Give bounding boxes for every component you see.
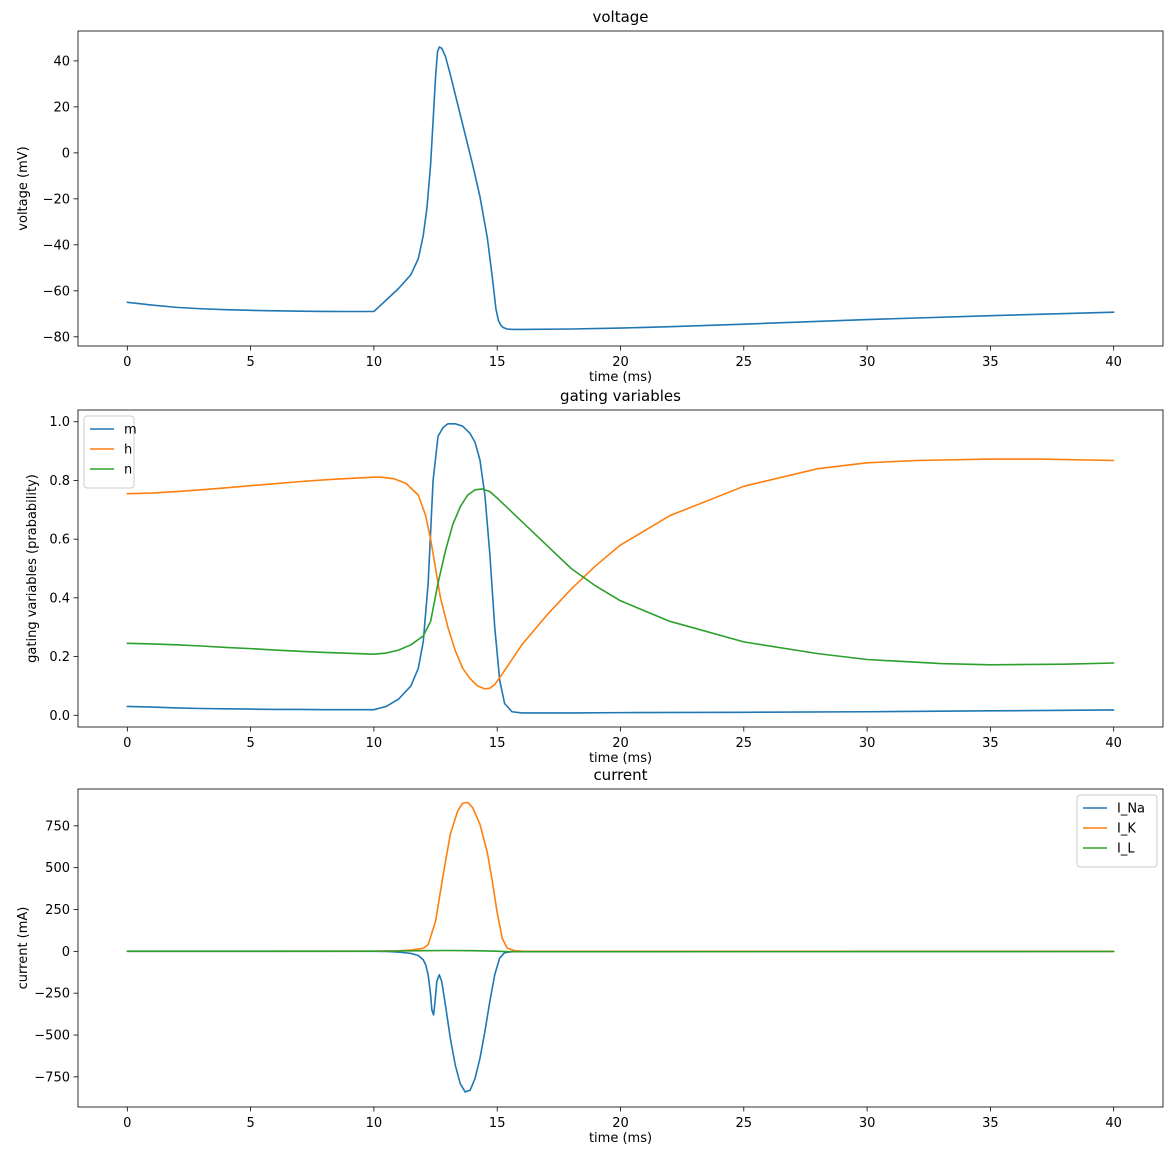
- series-line-series-0: [126, 46, 1115, 331]
- x-axis-label: time (ms): [589, 1131, 652, 1146]
- series-line-n: [126, 488, 1115, 666]
- legend: mhn: [83, 415, 137, 489]
- legend-label-n: n: [124, 463, 132, 478]
- legend-label-i-na: I_Na: [1117, 802, 1145, 817]
- legend: I_Na I_K I_L: [1076, 794, 1158, 868]
- y-tick-label: −750: [34, 1070, 70, 1085]
- x-tick-label: 0: [123, 355, 131, 370]
- x-tick-label: 40: [1105, 736, 1122, 751]
- x-tick-label: 35: [982, 736, 999, 751]
- subplot-title: current: [593, 766, 647, 784]
- y-tick-label: −20: [43, 192, 70, 207]
- y-tick-label: 0.0: [49, 709, 70, 724]
- y-axis-label: voltage (mV): [16, 146, 31, 230]
- legend-label-i-k: I_K: [1117, 822, 1136, 837]
- y-tick-label: 0.4: [49, 591, 70, 606]
- x-tick-label: 15: [489, 355, 506, 370]
- axes-frame: [77, 409, 1164, 728]
- x-axis-label: time (ms): [589, 370, 652, 385]
- y-tick-label: 1.0: [49, 415, 70, 430]
- x-tick-label: 25: [736, 736, 753, 751]
- legend-label-i-l: I_L: [1117, 842, 1135, 857]
- y-tick-label: 0.2: [49, 650, 70, 665]
- series-group: [126, 801, 1115, 1093]
- subplot-gating-variables: gating variables 0 5 10 15 20 25 30 35 40 0.0 0.2 0.…: [25, 387, 1164, 766]
- legend-box: [83, 415, 135, 489]
- x-tick-label: 30: [859, 736, 876, 751]
- x-tick-label: 10: [366, 355, 383, 370]
- x-tick-label: 30: [859, 1116, 876, 1131]
- y-axis-label: current (mA): [16, 907, 31, 990]
- series-line-m: [126, 423, 1115, 714]
- series-group: [126, 423, 1115, 714]
- x-tick-label: 5: [246, 1116, 254, 1131]
- y-tick-label: 40: [53, 54, 70, 69]
- y-tick-label: −80: [43, 330, 70, 345]
- x-tick-label: 5: [246, 355, 254, 370]
- series-line-i-l: [126, 949, 1115, 953]
- y-tick-label: −60: [43, 284, 70, 299]
- x-tick-label: 25: [736, 1116, 753, 1131]
- x-tick-label: 10: [366, 736, 383, 751]
- y-tick-label: 250: [45, 903, 70, 918]
- y-tick-label: 500: [45, 861, 70, 876]
- subplot-title: voltage: [592, 8, 648, 26]
- y-axis-label: gating variables (prabability): [25, 474, 40, 663]
- legend-label-h: h: [124, 443, 132, 458]
- x-tick-label: 20: [612, 1116, 629, 1131]
- x-tick-label: 5: [246, 736, 254, 751]
- series-group: [126, 46, 1115, 331]
- series-line-h: [126, 458, 1115, 690]
- x-tick-label: 20: [612, 736, 629, 751]
- y-tick-label: −500: [34, 1029, 70, 1044]
- x-tick-label: 15: [489, 1116, 506, 1131]
- y-tick-label: 750: [45, 819, 70, 834]
- x-tick-label: 0: [123, 1116, 131, 1131]
- y-tick-label: 20: [53, 100, 70, 115]
- y-tick-label: 0: [62, 945, 70, 960]
- subplot-current: current 0 5 10 15 20 25 30 35 40 −750 −500 −250 0 250 5…: [16, 766, 1164, 1146]
- y-tick-label: −250: [34, 987, 70, 1002]
- y-tick-label: 0: [62, 146, 70, 161]
- y-tick-label: 0.6: [49, 533, 70, 548]
- x-tick-label: 25: [736, 355, 753, 370]
- x-tick-label: 35: [982, 355, 999, 370]
- series-line-i-k: [126, 801, 1115, 953]
- x-tick-label: 0: [123, 736, 131, 751]
- axes-frame: [77, 788, 1164, 1108]
- x-tick-label: 30: [859, 355, 876, 370]
- x-tick-label: 10: [366, 1116, 383, 1131]
- subplot-voltage: voltage 0 5 10 15 20 25 30 35 40 −80 −60 −40 −20 0 20 40…: [16, 8, 1164, 385]
- x-axis-label: time (ms): [589, 751, 652, 766]
- y-tick-label: −40: [43, 238, 70, 253]
- x-tick-label: 40: [1105, 355, 1122, 370]
- x-tick-label: 35: [982, 1116, 999, 1131]
- y-tick-label: 0.8: [49, 474, 70, 489]
- axes-frame: [77, 30, 1164, 347]
- subplot-title: gating variables: [560, 387, 681, 405]
- x-tick-label: 40: [1105, 1116, 1122, 1131]
- x-tick-label: 20: [612, 355, 629, 370]
- series-line-i-na: [126, 950, 1115, 1093]
- legend-box: [1076, 794, 1158, 868]
- legend-label-m: m: [124, 423, 137, 438]
- x-tick-label: 15: [489, 736, 506, 751]
